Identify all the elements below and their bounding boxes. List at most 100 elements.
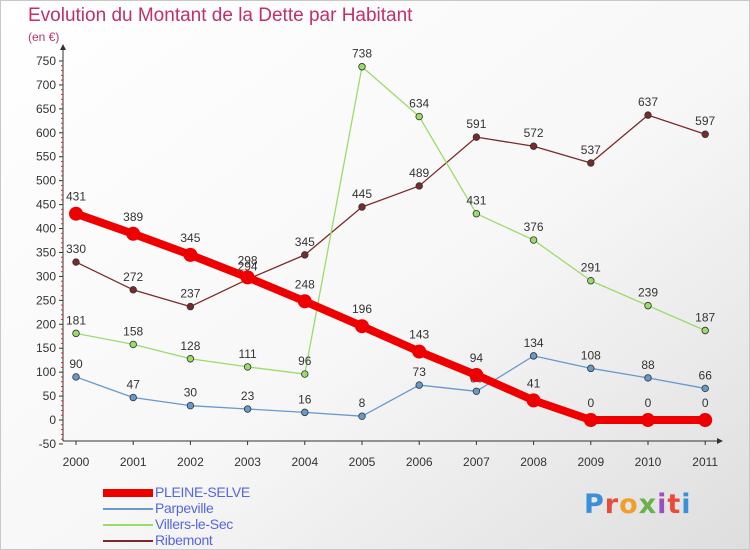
y-tick-label: 700	[36, 78, 56, 92]
data-label-parpeville: 30	[184, 386, 198, 400]
data-label-parpeville: 47	[127, 378, 141, 392]
y-axis-arrow	[60, 44, 66, 50]
y-tick-label: 350	[36, 245, 56, 259]
legend-label: Ribemont	[155, 532, 213, 548]
data-point-villers-le-sec	[701, 326, 709, 335]
y-tick-label: 50	[43, 389, 57, 403]
data-label-pleine-selve: 0	[645, 396, 652, 410]
y-tick-label: 300	[36, 269, 56, 283]
logo-letter: t	[667, 489, 682, 520]
chart-title: Evolution du Montant de la Dette par Hab…	[28, 5, 413, 26]
data-label-ribemont: 330	[66, 242, 86, 256]
data-label-ribemont: 591	[466, 117, 486, 131]
data-point-pleine-selve	[526, 393, 541, 408]
data-point-pleine-selve	[183, 247, 198, 262]
data-label-villers-le-sec: 291	[581, 261, 601, 275]
data-label-parpeville: 88	[641, 358, 655, 372]
data-label-pleine-selve: 94	[470, 351, 484, 365]
data-label-pleine-selve: 389	[123, 210, 143, 224]
data-label-parpeville: 134	[524, 336, 544, 350]
data-label-villers-le-sec: 111	[238, 347, 257, 361]
data-point-parpeville	[186, 401, 195, 410]
legend-swatch	[103, 508, 153, 510]
data-label-villers-le-sec: 96	[298, 354, 312, 368]
data-label-ribemont: 345	[295, 235, 315, 249]
data-point-villers-le-sec	[301, 370, 309, 378]
y-tick-label: 200	[36, 317, 56, 331]
data-point-villers-le-sec	[415, 112, 423, 121]
data-label-villers-le-sec: 181	[66, 313, 86, 327]
y-tick-label: 450	[36, 198, 56, 212]
data-point-villers-le-sec	[129, 340, 137, 349]
series-line-pleine-selve	[72, 209, 710, 425]
data-label-parpeville: 90	[69, 357, 83, 371]
data-point-parpeville	[701, 384, 709, 393]
data-point-ribemont	[72, 258, 80, 266]
series-line-parpeville	[75, 355, 706, 417]
chart-subtitle: (en €)	[28, 30, 60, 44]
data-label-pleine-selve: 196	[352, 302, 372, 316]
data-point-parpeville	[301, 408, 309, 417]
logo-letter: x	[638, 489, 658, 520]
data-point-villers-le-sec	[644, 301, 652, 310]
legend-swatch	[103, 524, 153, 526]
x-tick-label: 2003	[234, 455, 261, 469]
x-tick-label: 2000	[63, 455, 90, 469]
data-point-villers-le-sec	[243, 363, 252, 371]
data-point-pleine-selve	[641, 413, 655, 428]
data-point-ribemont	[701, 130, 709, 138]
y-tick-label: 150	[36, 341, 56, 355]
y-tick-label: 750	[36, 54, 56, 68]
data-point-pleine-selve	[469, 368, 484, 383]
y-tick-label: 650	[36, 102, 56, 116]
data-point-parpeville	[587, 364, 595, 373]
data-label-villers-le-sec: 128	[180, 339, 200, 353]
logo-letter: r	[604, 489, 620, 520]
data-label-ribemont: 445	[352, 187, 372, 201]
data-point-ribemont	[587, 159, 595, 167]
data-label-pleine-selve: 143	[409, 328, 429, 342]
proxiti-logo: Proxiti	[584, 489, 692, 520]
data-label-pleine-selve: 431	[66, 190, 86, 204]
data-point-pleine-selve	[240, 270, 255, 285]
data-label-ribemont: 597	[695, 114, 715, 128]
data-point-pleine-selve	[126, 226, 141, 241]
data-point-pleine-selve	[583, 413, 598, 428]
data-label-ribemont: 537	[581, 143, 601, 157]
y-tick-label: -50	[39, 437, 57, 451]
series-line-villers-le-sec	[75, 66, 706, 375]
data-label-villers-le-sec: 376	[524, 220, 544, 234]
data-point-parpeville	[472, 387, 481, 396]
data-point-parpeville	[529, 352, 538, 360]
data-label-ribemont: 489	[409, 166, 429, 180]
data-point-pleine-selve	[355, 319, 369, 334]
data-point-villers-le-sec	[186, 355, 195, 363]
data-label-pleine-selve: 0	[587, 396, 594, 410]
data-point-parpeville	[644, 374, 652, 382]
data-point-villers-le-sec	[472, 210, 481, 218]
data-point-parpeville	[415, 381, 423, 389]
logo-letter: i	[681, 489, 692, 520]
x-tick-label: 2006	[406, 455, 433, 469]
data-point-villers-le-sec	[587, 277, 595, 285]
y-tick-label: 600	[36, 126, 56, 140]
data-point-pleine-selve	[297, 294, 312, 309]
x-tick-label: 2004	[291, 455, 318, 469]
data-label-pleine-selve: 345	[180, 231, 200, 245]
data-label-ribemont: 637	[638, 95, 658, 109]
logo-letter: o	[619, 489, 639, 520]
data-label-villers-le-sec: 431	[466, 194, 486, 208]
data-label-ribemont: 272	[123, 270, 143, 284]
legend-label: Parpeville	[155, 500, 214, 516]
y-tick-label: 500	[36, 174, 56, 188]
data-point-ribemont	[529, 142, 538, 150]
legend-swatch	[103, 540, 153, 542]
data-point-pleine-selve	[69, 206, 83, 221]
data-label-parpeville: 23	[241, 389, 255, 403]
y-tick-label: 400	[36, 222, 56, 236]
data-label-villers-le-sec: 634	[409, 97, 429, 111]
y-tick-label: 0	[49, 413, 56, 427]
data-label-parpeville: 66	[699, 368, 713, 382]
